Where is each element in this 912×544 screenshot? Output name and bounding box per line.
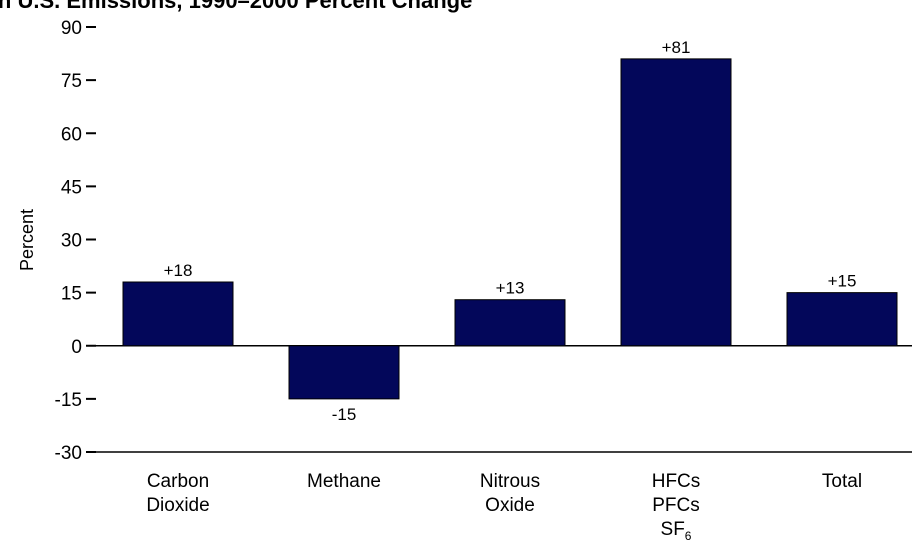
category-label: Methane <box>307 471 381 492</box>
y-tick-label: 15 <box>61 284 82 305</box>
y-tick-label: 30 <box>61 231 82 252</box>
data-label: -15 <box>332 405 357 424</box>
data-label: +13 <box>496 279 525 298</box>
data-label: +81 <box>662 38 691 57</box>
labels: +18 Carbon Dioxide -15 Methane +13 Nitrous Oxid… <box>146 38 862 543</box>
y-tick-label: 90 <box>61 18 82 39</box>
data-label: +15 <box>828 272 857 291</box>
axes: -30 -15 0 15 30 45 60 75 90 <box>55 18 912 464</box>
bar <box>786 292 898 347</box>
category-label: Carbon <box>147 471 209 492</box>
y-tick-label: 75 <box>61 71 82 92</box>
category-label: SF6 <box>661 519 692 543</box>
category-label: Total <box>822 471 862 492</box>
category-label: Nitrous <box>480 471 540 492</box>
y-tick-label: -30 <box>55 443 82 464</box>
category-label: Oxide <box>485 495 535 516</box>
y-axis-label: Percent <box>17 209 37 271</box>
chart-title: ge in U.S. Emissions, 1990–2000 Percent … <box>0 0 472 13</box>
y-tick-label: 0 <box>71 337 82 358</box>
bar <box>454 299 566 347</box>
y-tick-label: 45 <box>61 177 82 198</box>
category-label: HFCs <box>652 471 701 492</box>
category-label: Dioxide <box>146 495 209 516</box>
bars <box>122 58 898 400</box>
category-label: PFCs <box>652 495 700 516</box>
data-label: +18 <box>164 261 193 280</box>
bar <box>620 58 732 347</box>
bar <box>288 345 400 400</box>
y-tick-label: -15 <box>55 390 82 411</box>
y-tick-label: 60 <box>61 124 82 145</box>
bar <box>122 281 234 347</box>
